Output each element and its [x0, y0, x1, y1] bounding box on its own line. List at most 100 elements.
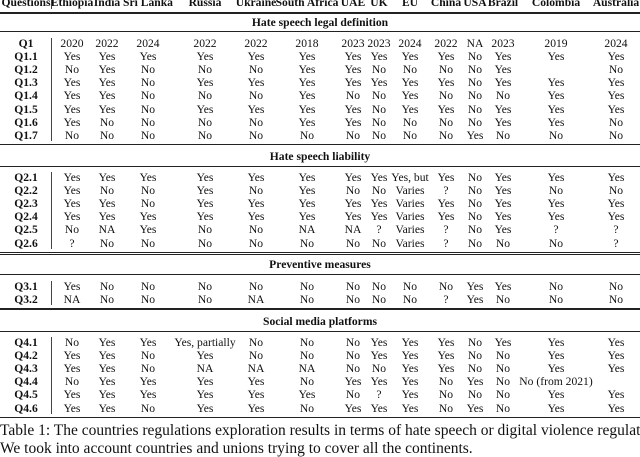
- section-title: Preventive measures: [269, 258, 371, 271]
- header-rule: [0, 12, 640, 14]
- table-cell: Yes: [370, 76, 388, 90]
- table-cell: 2023: [491, 37, 515, 50]
- question-label: Q2.4: [14, 210, 38, 224]
- table-cell: No: [467, 171, 483, 184]
- section-title: Social media platforms: [263, 315, 377, 328]
- column-header: Ethiopia: [50, 0, 94, 9]
- table-cell: 2018: [295, 37, 319, 50]
- table-cell: No: [299, 336, 315, 349]
- column-separator: [51, 337, 52, 414]
- table-cell: No: [345, 388, 361, 402]
- table-cell: Varies: [395, 210, 425, 224]
- column-separator: [51, 38, 52, 141]
- table-cell: No: [438, 128, 454, 142]
- table-cell: No: [64, 336, 80, 349]
- table-cell: Yes: [196, 171, 214, 184]
- table-cell: Yes: [344, 401, 362, 415]
- table-cell: Yes: [63, 388, 81, 402]
- table-cell: No: [467, 388, 483, 402]
- table-cell: Yes: [63, 184, 81, 198]
- table-cell: Yes: [344, 102, 362, 116]
- table-cell: No: [495, 349, 511, 363]
- table-cell: No: [248, 280, 264, 293]
- table-cell: Yes: [466, 375, 484, 389]
- table-cell: No: [197, 223, 213, 237]
- question-label: Q4.5: [14, 388, 38, 402]
- table-cell: Yes: [298, 89, 316, 103]
- table-cell: Yes: [494, 197, 512, 211]
- table-cell: Yes: [607, 171, 625, 184]
- table-cell: No: [495, 375, 511, 389]
- table-cell: 2022: [244, 37, 268, 50]
- table-cell: No: [140, 184, 156, 198]
- table-cell: No: [64, 63, 80, 77]
- table-cell: Yes: [607, 50, 625, 64]
- column-separator: [51, 281, 52, 306]
- column-header: USA: [463, 0, 487, 9]
- table-cell: Yes: [494, 336, 512, 349]
- table-cell: Yes: [344, 76, 362, 90]
- table-cell: Yes: [298, 50, 316, 64]
- table-cell: No (from 2021): [519, 375, 593, 389]
- table-cell: No: [548, 184, 564, 198]
- table-cell: Yes: [466, 280, 484, 293]
- table-cell: No: [548, 236, 564, 250]
- table-cell: Yes: [370, 349, 388, 363]
- table-cell: Yes: [547, 349, 565, 363]
- table-cell: 2020: [60, 37, 84, 50]
- question-label: Q4.1: [14, 336, 38, 349]
- section-rule: [0, 331, 640, 333]
- table-cell: Yes: [437, 76, 455, 90]
- question-label: Q1.3: [14, 76, 38, 90]
- column-header: UAE: [340, 0, 366, 9]
- table-cell: No: [608, 63, 624, 77]
- question-label: Q1.4: [14, 89, 38, 103]
- table-cell: No: [64, 128, 80, 142]
- question-label: Q1.1: [14, 50, 38, 64]
- table-cell: NA: [298, 223, 316, 237]
- table-cell: No: [248, 349, 264, 363]
- table-cell: Yes: [494, 76, 512, 90]
- table-cell: No: [248, 184, 264, 198]
- table-cell: No: [99, 115, 115, 129]
- table-cell: Yes: [247, 401, 265, 415]
- table-cell: Yes: [98, 336, 116, 349]
- table-cell: Yes: [139, 50, 157, 64]
- table-cell: No: [345, 128, 361, 142]
- table-cell: Yes: [63, 349, 81, 363]
- table-cell: Yes: [607, 388, 625, 402]
- table-cell: Yes: [370, 210, 388, 224]
- table-cell: Yes: [401, 362, 419, 376]
- section-end-rule: [0, 308, 640, 310]
- table-cell: Yes: [401, 401, 419, 415]
- table-cell: Yes: [547, 210, 565, 224]
- table-cell: Yes: [139, 375, 157, 389]
- table-cell: No: [345, 184, 361, 198]
- table-cell: Yes: [547, 171, 565, 184]
- table-cell: No: [608, 115, 624, 129]
- table-cell: No: [197, 128, 213, 142]
- question-label: Q2.6: [14, 236, 38, 250]
- table-cell: No: [438, 388, 454, 402]
- table-cell: No: [548, 128, 564, 142]
- table-cell: Yes: [298, 388, 316, 402]
- table-cell: Yes: [401, 50, 419, 64]
- table-cell: No: [140, 115, 156, 129]
- table-cell: No: [608, 128, 624, 142]
- table-cell: No: [467, 362, 483, 376]
- table-cell: No: [371, 184, 387, 198]
- table-cell: No: [197, 280, 213, 293]
- table-cell: NA: [247, 362, 265, 376]
- table-cell: Yes: [607, 362, 625, 376]
- table-cell: No: [495, 236, 511, 250]
- table-cell: 2024: [136, 37, 160, 50]
- section-end-rule: [0, 416, 640, 419]
- table-cell: No: [299, 236, 315, 250]
- table-cell: Yes: [298, 184, 316, 198]
- table-cell: Yes: [607, 197, 625, 211]
- table-cell: No: [438, 89, 454, 103]
- table-cell: No: [299, 128, 315, 142]
- table-cell: Yes: [344, 171, 362, 184]
- table-cell: Yes: [437, 50, 455, 64]
- table-cell: No: [197, 63, 213, 77]
